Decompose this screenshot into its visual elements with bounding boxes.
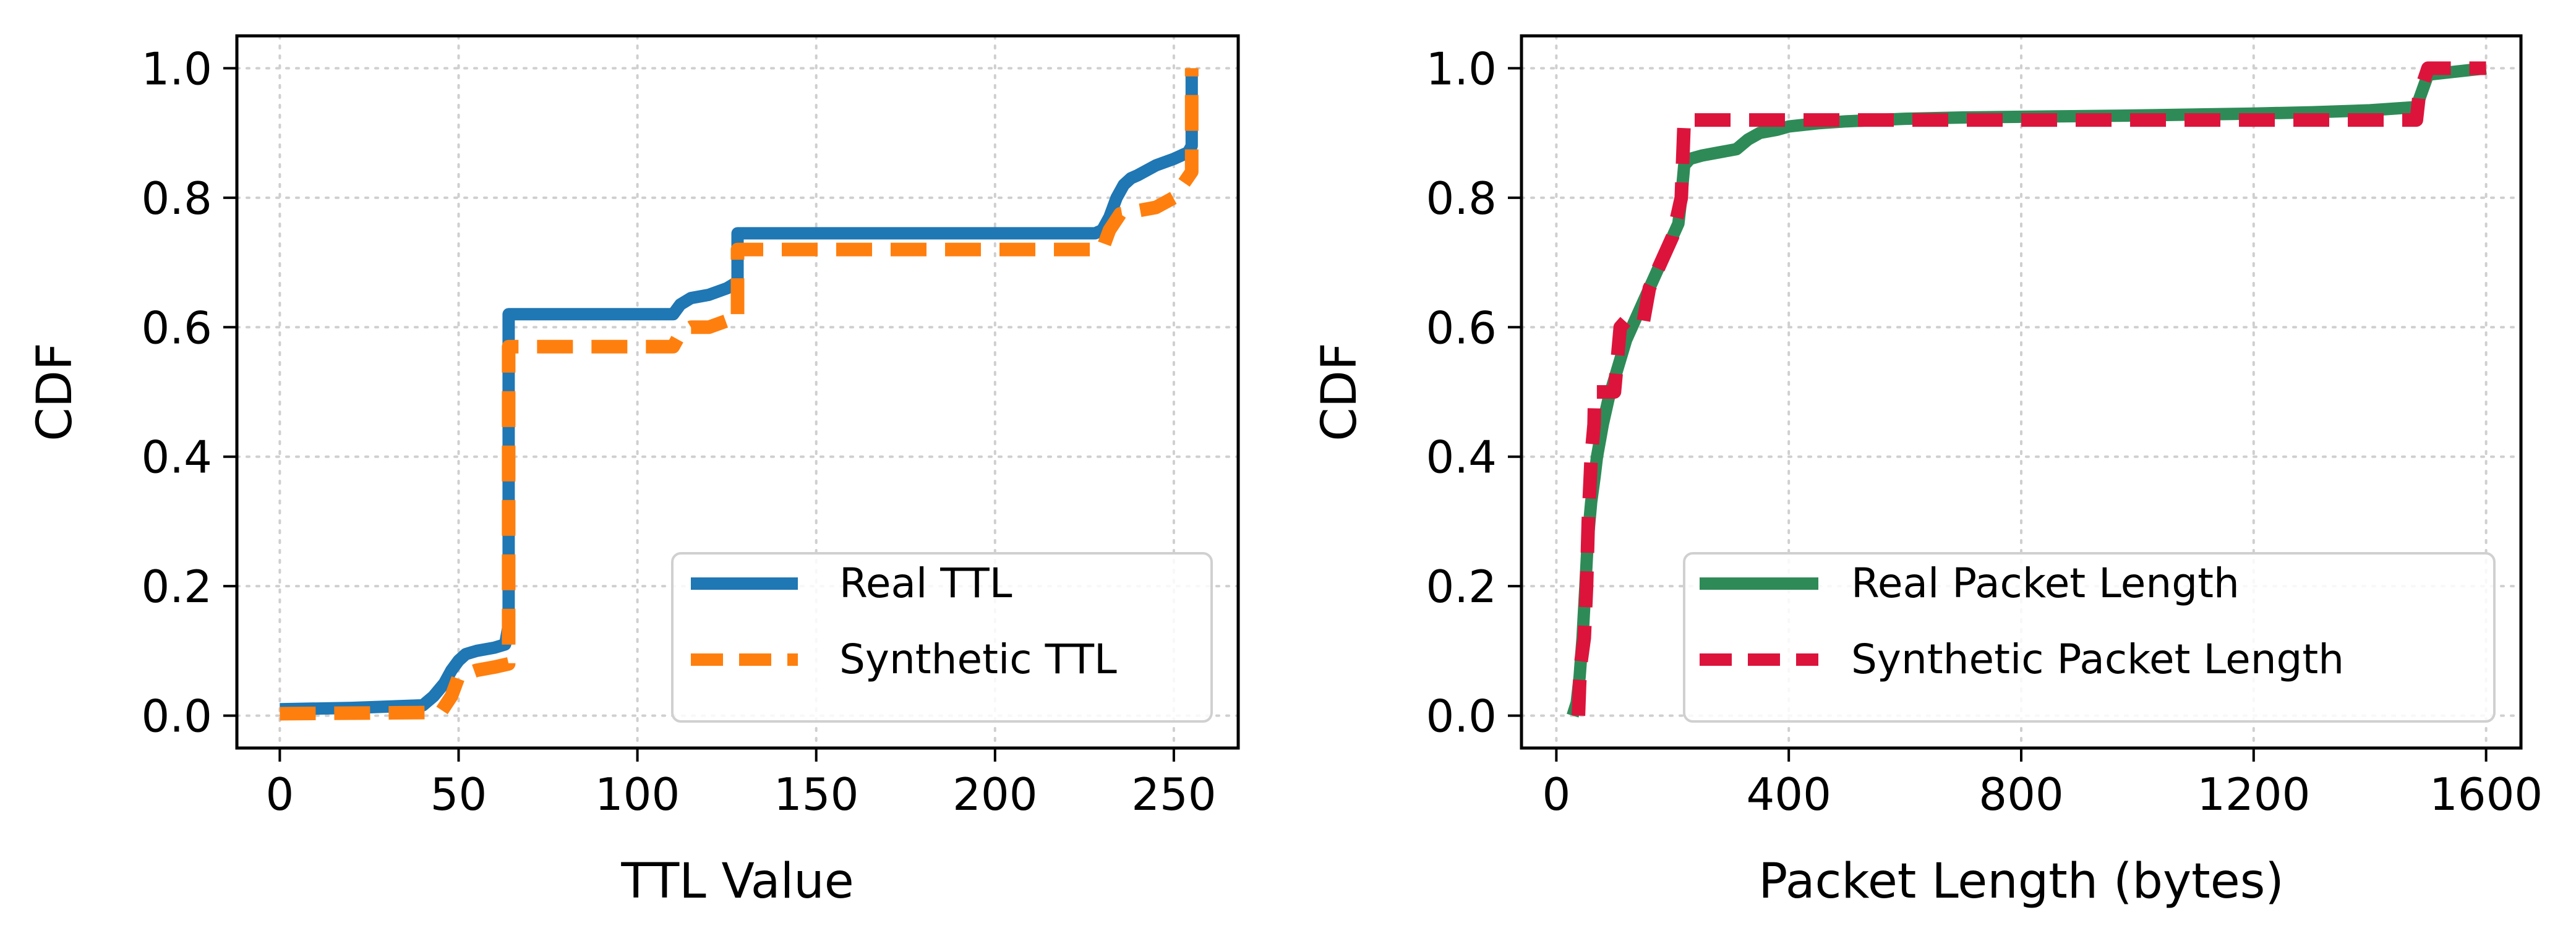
- x-axis-label: Packet Length (bytes): [1758, 854, 2284, 909]
- legend-label: Synthetic TTL: [839, 636, 1117, 683]
- x-tick-label: 250: [1131, 768, 1216, 820]
- series-line-synthetic: [1572, 61, 2486, 716]
- x-tick-label: 200: [952, 768, 1037, 820]
- legend-box: [671, 552, 1213, 723]
- series-line-real: [280, 68, 1198, 716]
- x-tick-label: 150: [774, 768, 858, 820]
- y-tick-label: 0.6: [1426, 302, 1497, 354]
- packet-length-cdf-chart: 0 400 800 1200 1600 0.0 0.2 0.4 0.6 0.8 1.0 Packet …: [1312, 34, 2543, 909]
- y-tick-label: 1.0: [1426, 43, 1497, 95]
- y-axis-label: CDF: [1312, 342, 1367, 441]
- series-line-synthetic: [280, 68, 1199, 721]
- legend-label: Synthetic Packet Length: [1851, 636, 2344, 683]
- ttl-cdf-chart: 0 50 100 150 200 250 0.0 0.2 0.4 0.6 0.8 1.0 TTL Val…: [27, 34, 1240, 909]
- y-tick-label: 0.4: [1426, 432, 1497, 483]
- x-tick-label: 50: [430, 768, 487, 820]
- y-tick-label: 0.6: [141, 302, 212, 354]
- y-tick-label: 0.8: [141, 172, 212, 224]
- x-tick-label: 100: [595, 768, 680, 820]
- legend-label: Real Packet Length: [1851, 559, 2240, 607]
- x-tick-label: 400: [1746, 768, 1831, 820]
- x-tick-label: 0: [1542, 768, 1570, 820]
- x-tick-label: 1600: [2429, 768, 2543, 820]
- legend-label: Real TTL: [839, 559, 1012, 607]
- series-group: [280, 68, 1199, 721]
- legend: Real TTL Synthetic TTL: [671, 552, 1213, 723]
- series-group: [1567, 61, 2487, 718]
- y-tick-label: 0.0: [1426, 691, 1497, 742]
- plot-frame: [235, 34, 1240, 750]
- x-axis-label: TTL Value: [620, 854, 854, 909]
- y-tick-label: 0.8: [1426, 172, 1497, 224]
- x-tick-label: 800: [1979, 768, 2063, 820]
- legend: Real Packet Length Synthetic Packet Lengt…: [1683, 552, 2496, 723]
- y-tick-label: 0.2: [1426, 561, 1497, 613]
- y-tick-label: 0.0: [141, 691, 212, 742]
- y-tick-label: 1.0: [141, 43, 212, 95]
- y-tick-label: 0.4: [141, 432, 212, 483]
- legend-box: [1683, 552, 2496, 723]
- x-tick-label: 1200: [2197, 768, 2310, 820]
- y-tick-label: 0.2: [141, 561, 212, 613]
- y-axis-label: CDF: [27, 342, 83, 441]
- x-tick-label: 0: [265, 768, 294, 820]
